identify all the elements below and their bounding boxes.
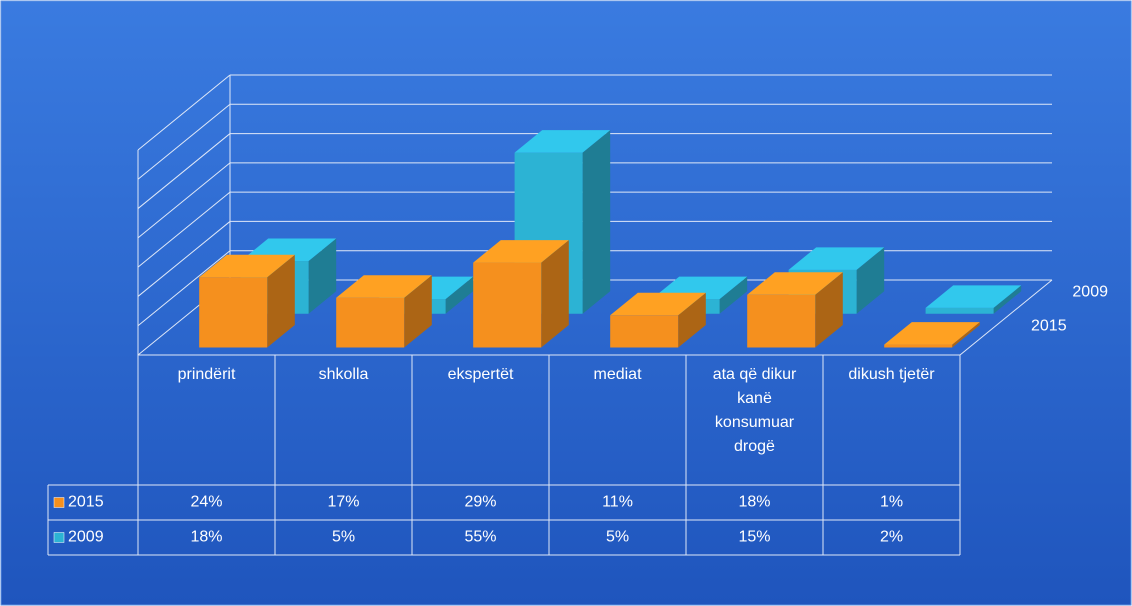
grid-line — [137, 162, 231, 239]
x-tick-label: dikush tjetër — [848, 366, 935, 383]
grid-line — [137, 221, 231, 297]
data-label: 55% — [464, 529, 496, 546]
grid-line — [137, 74, 231, 151]
bar-side — [993, 285, 1022, 314]
bar-top — [473, 240, 569, 263]
legend-swatch — [53, 532, 65, 543]
bar-top — [925, 285, 1022, 308]
bar — [336, 297, 405, 348]
bar — [925, 307, 994, 314]
x-tick-label: mediat — [593, 366, 642, 383]
floor-edge — [959, 279, 1053, 356]
depth-axis-label: 2015 — [1031, 317, 1067, 334]
bar — [199, 277, 268, 348]
x-tick-label: shkolla — [318, 366, 369, 383]
x-tick-label: ekspertët — [447, 366, 514, 383]
legend-label: 2015 — [68, 494, 104, 511]
data-label: 11% — [602, 494, 633, 511]
legend-swatch — [53, 497, 65, 508]
grid-line — [137, 133, 231, 209]
grid-line — [137, 250, 231, 327]
data-label: 15% — [738, 529, 770, 546]
data-label: 17% — [327, 494, 359, 511]
data-label: 24% — [190, 494, 222, 511]
bar-side — [582, 130, 611, 314]
bar-top — [884, 322, 980, 345]
bar — [747, 294, 816, 348]
data-label: 5% — [332, 529, 355, 546]
grid-line — [137, 103, 231, 180]
data-label: 2% — [880, 529, 903, 546]
bar-side — [445, 276, 474, 314]
data-label: 29% — [464, 494, 496, 511]
bar — [884, 344, 953, 348]
bar-side — [856, 247, 885, 314]
bar-side — [267, 254, 295, 348]
category-cell: prindërit — [177, 366, 236, 383]
bar — [610, 315, 679, 348]
bar — [473, 262, 542, 348]
x-tick-label: prindërit — [177, 366, 236, 383]
bar-top — [336, 275, 432, 298]
bar-top — [747, 272, 843, 295]
legend-label: 2009 — [68, 529, 104, 546]
bar-side — [815, 272, 843, 348]
bar-top — [610, 292, 706, 316]
x-tick-label: ata që dikur kanë konsumuar drogë — [712, 366, 797, 455]
bar-side — [404, 275, 432, 348]
category-cell: ata që dikur kanë konsumuar drogë — [712, 366, 797, 455]
data-label: 5% — [606, 529, 629, 546]
data-label: 18% — [190, 529, 222, 546]
category-cell: dikush tjetër — [848, 366, 935, 383]
bar-top — [788, 247, 885, 270]
bar-side — [308, 238, 337, 314]
bar-side — [678, 292, 706, 348]
category-cell: shkolla — [318, 366, 369, 383]
bar-side — [952, 322, 980, 348]
bar-side — [719, 276, 748, 314]
category-cell: mediat — [593, 366, 642, 383]
data-label: 1% — [880, 494, 903, 511]
bar-side — [541, 240, 569, 348]
category-cell: ekspertët — [447, 366, 514, 383]
depth-axis-label: 2009 — [1072, 284, 1108, 301]
bar-top — [514, 130, 611, 153]
data-label: 18% — [738, 494, 770, 511]
bar-top — [199, 254, 295, 278]
grid-line — [137, 191, 231, 268]
